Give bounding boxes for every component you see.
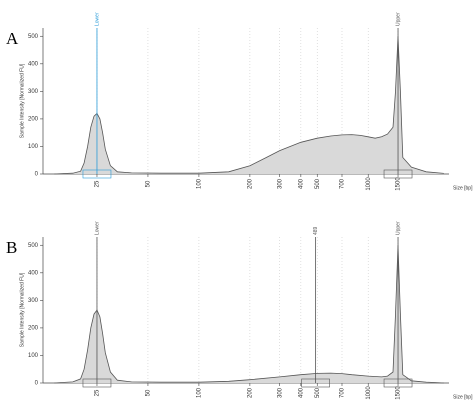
x-tick-label: 400	[298, 178, 304, 189]
y-axis-label: Sample Intensity [Normalized FU]	[19, 63, 25, 138]
panel-label: B	[6, 238, 17, 257]
x-tick-label: 50	[146, 180, 152, 187]
marker-label: Upper	[395, 221, 401, 235]
x-tick-label: 300	[277, 387, 283, 398]
x-tick-label: 25	[95, 389, 101, 396]
area	[54, 36, 444, 174]
y-tick-label: 400	[28, 270, 39, 276]
x-tick-label: 400	[298, 387, 304, 398]
y-tick-label: 400	[28, 61, 39, 67]
x-tick-label: 200	[247, 387, 253, 398]
x-axis-label: Size [bp]	[453, 185, 473, 191]
x-tick-label: 1000	[366, 177, 372, 191]
marker-box	[383, 169, 413, 179]
y-tick-label: 100	[28, 144, 39, 150]
marker-label: Lower	[94, 221, 100, 235]
y-tick-label: 200	[28, 325, 39, 331]
x-tick-label: 300	[277, 178, 283, 189]
x-tick-label: 700	[340, 387, 346, 398]
x-tick-label: 100	[196, 178, 202, 189]
x-tick-label: 1500	[396, 177, 402, 191]
y-tick-label: 100	[28, 353, 39, 359]
y-tick-label: 500	[28, 243, 39, 249]
marker-box	[301, 378, 330, 388]
y-axis-label: Sample Intensity [Normalized FU]	[19, 272, 25, 347]
x-tick-label: 500	[315, 387, 321, 398]
x-tick-label: 200	[247, 178, 253, 189]
marker-box	[383, 378, 413, 388]
trace	[54, 36, 444, 175]
x-tick-label: 1000	[366, 386, 372, 400]
marker-label: Lower	[94, 12, 100, 26]
x-axis-label: Size [bp]	[453, 394, 473, 400]
x-tick-label: 100	[196, 387, 202, 398]
marker-box	[82, 378, 112, 388]
y-tick-label: 0	[35, 172, 39, 178]
marker-box	[82, 169, 112, 179]
x-tick-label: 1500	[396, 386, 402, 400]
x-tick-label: 25	[95, 180, 101, 187]
x-tick-label: 50	[146, 389, 152, 396]
marker-label: 489	[313, 226, 319, 235]
y-tick-label: 300	[28, 298, 39, 304]
marker-label: Upper	[395, 12, 401, 26]
y-tick-label: 500	[28, 34, 39, 40]
x-tick-label: 500	[315, 178, 321, 189]
y-tick-label: 0	[35, 381, 39, 387]
panel-label: A	[6, 29, 19, 48]
trace	[54, 245, 444, 384]
x-tick-label: 700	[340, 178, 346, 189]
y-tick-label: 300	[28, 89, 39, 95]
area	[54, 245, 444, 383]
y-tick-label: 200	[28, 116, 39, 122]
